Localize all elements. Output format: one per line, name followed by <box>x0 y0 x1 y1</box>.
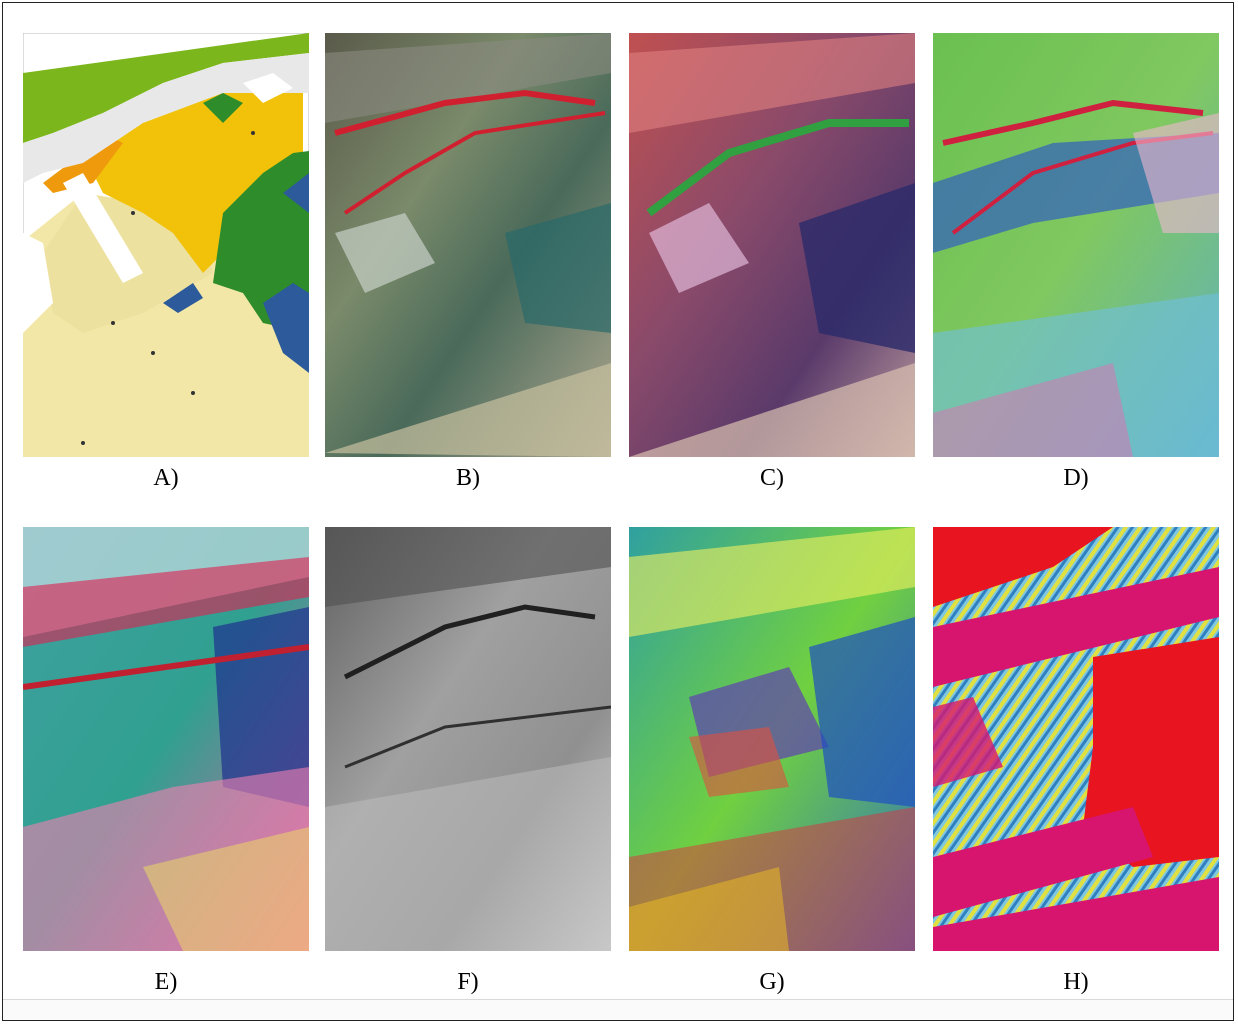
ratio-composite-image <box>933 33 1219 457</box>
panel-g-mnf-composite <box>629 527 915 951</box>
panel-c-label: C) <box>760 465 784 491</box>
frame-bottom-strip <box>3 999 1233 1020</box>
panel-c-false-color <box>629 33 915 457</box>
panel-h-classification <box>933 527 1219 951</box>
pca-composite-image <box>23 527 309 951</box>
geologic-map-image <box>23 33 309 457</box>
mnf-composite-image <box>629 527 915 951</box>
panel-h-label: H) <box>1063 969 1089 995</box>
classification-image <box>933 527 1219 951</box>
panel-d-ratio-composite <box>933 33 1219 457</box>
false-color-image <box>629 33 915 457</box>
panel-a-label: A) <box>153 465 179 491</box>
panel-f-grayscale <box>325 527 611 951</box>
panel-b-true-color <box>325 33 611 457</box>
true-color-image <box>325 33 611 457</box>
panel-e-label: E) <box>154 969 178 995</box>
panel-f-label: F) <box>457 969 479 995</box>
panel-d-label: D) <box>1063 465 1089 491</box>
panel-e-pca-composite <box>23 527 309 951</box>
panel-g-label: G) <box>759 969 785 995</box>
panel-b-label: B) <box>456 465 480 491</box>
grayscale-image <box>325 527 611 951</box>
panel-a-geologic-map <box>23 33 309 457</box>
